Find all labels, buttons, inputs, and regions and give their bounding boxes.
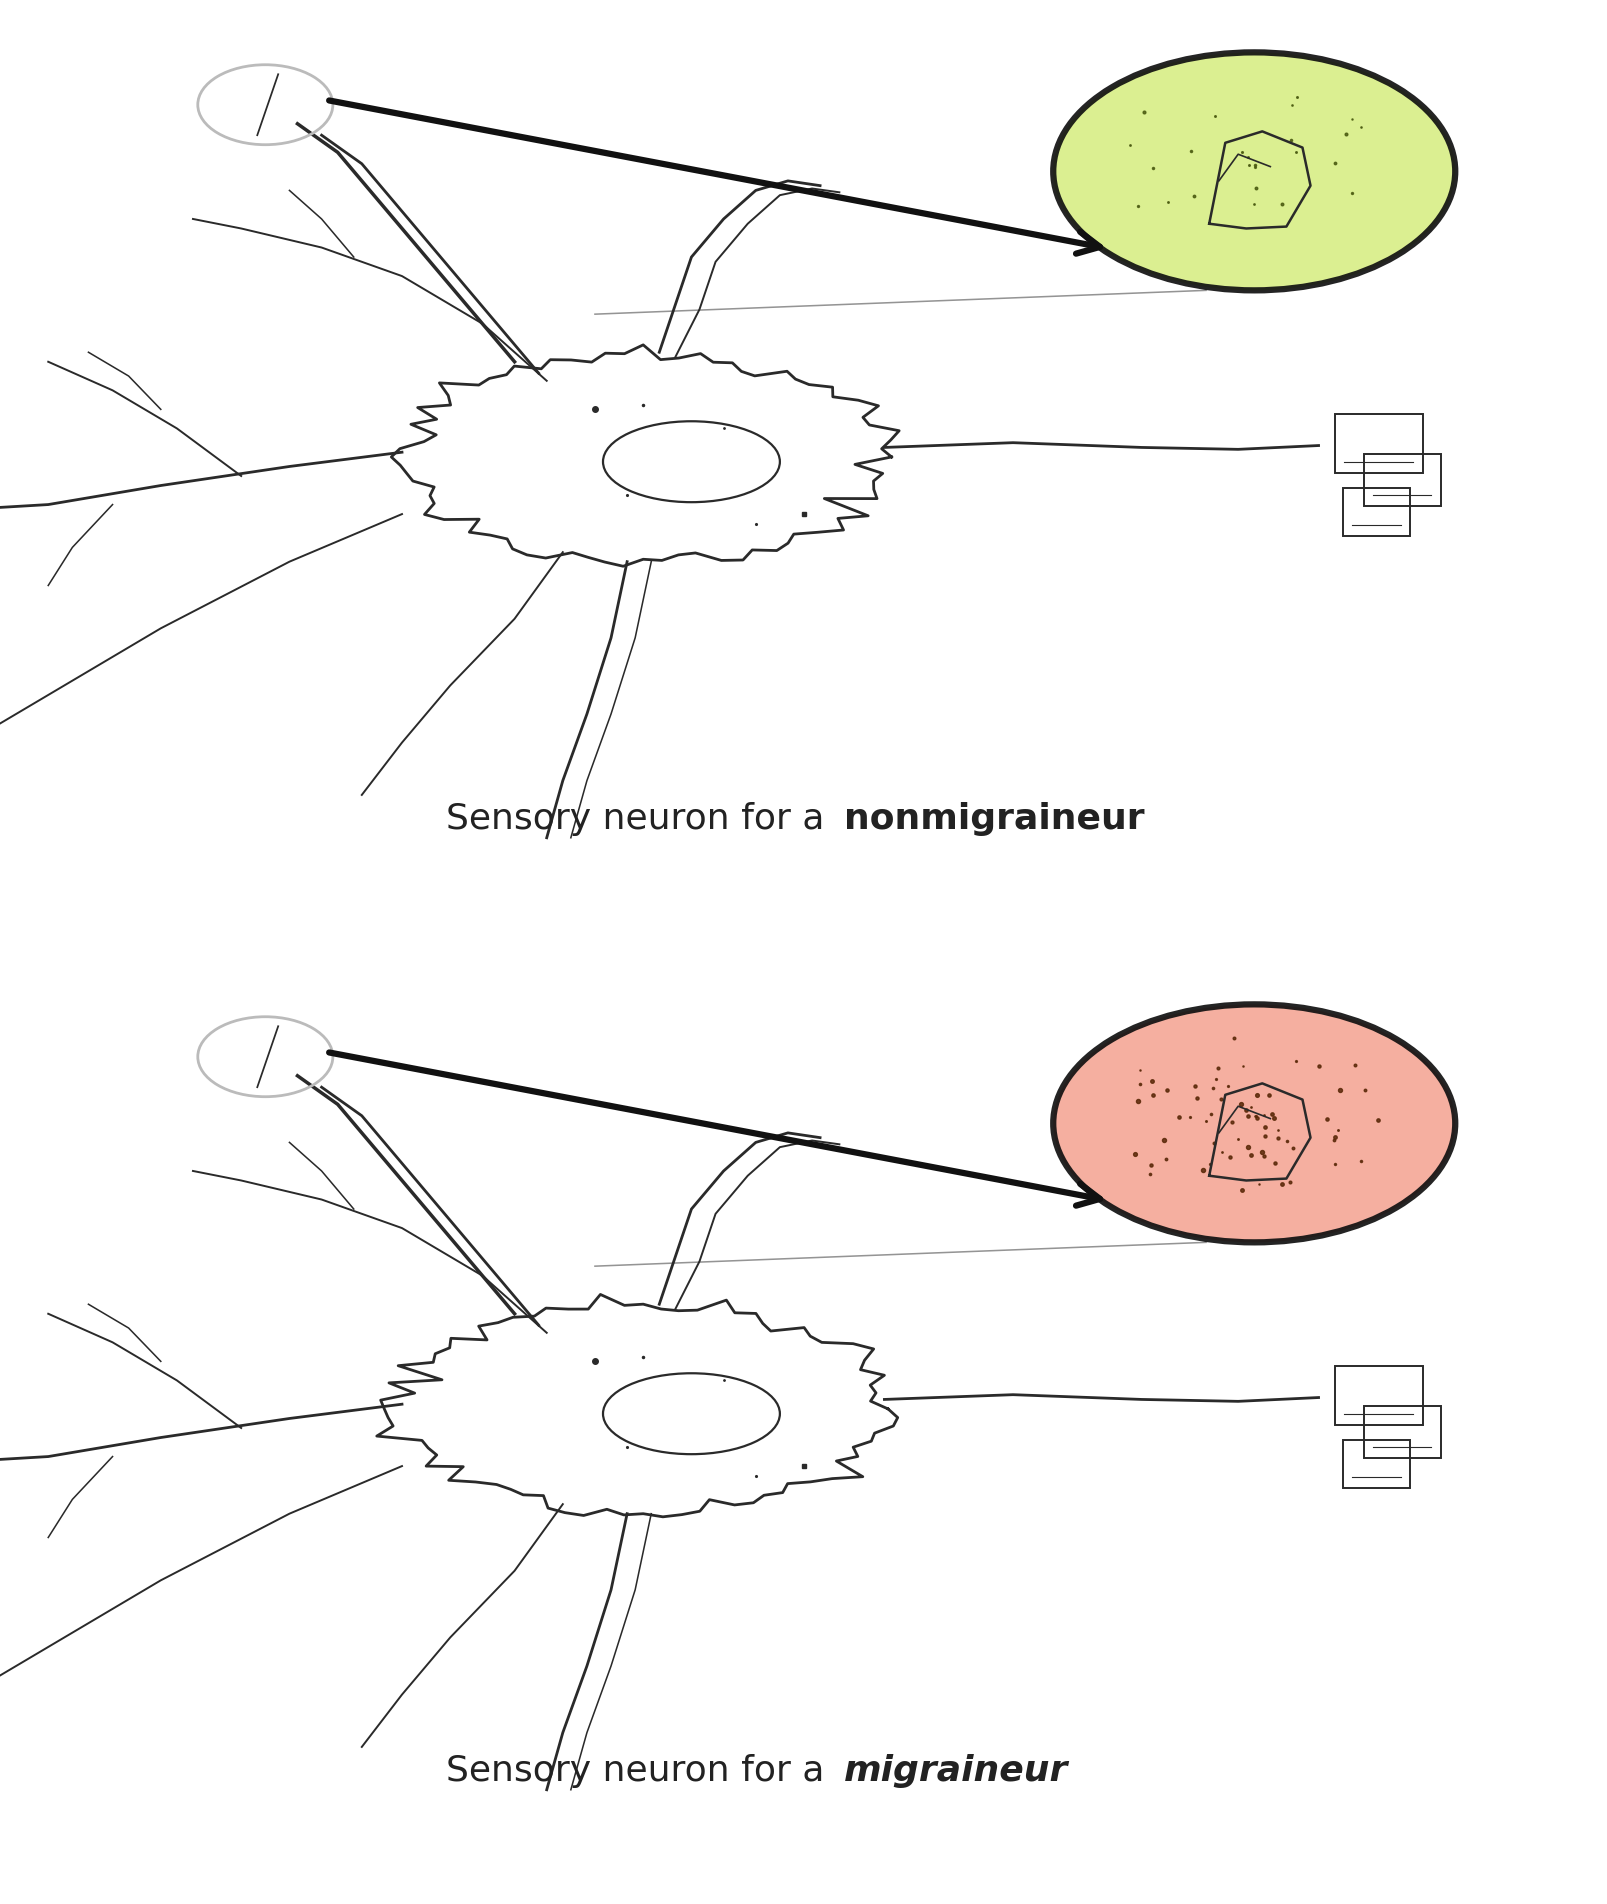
Circle shape [1053,53,1454,291]
Circle shape [1053,1005,1454,1243]
Text: nonmigraineur: nonmigraineur [844,802,1144,836]
Text: Sensory neuron for a: Sensory neuron for a [447,802,836,836]
Text: Sensory neuron for a: Sensory neuron for a [447,1754,836,1788]
Text: migraineur: migraineur [844,1754,1069,1788]
